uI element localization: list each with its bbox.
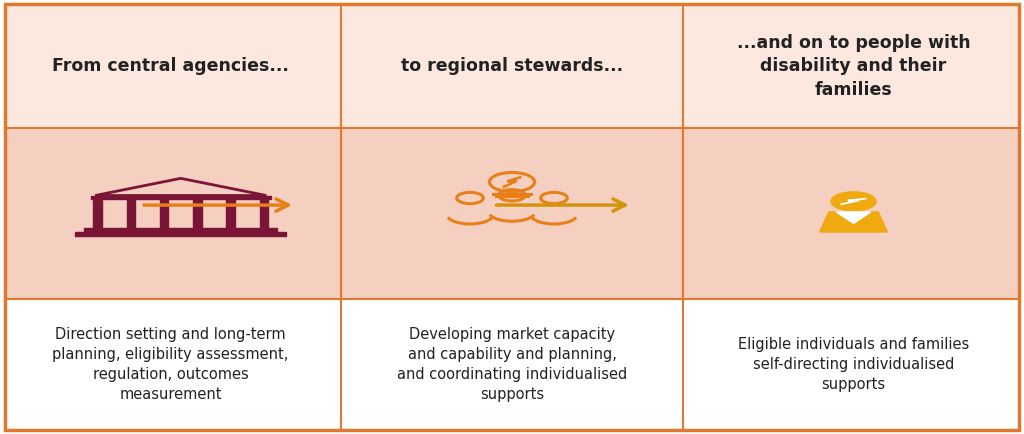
Bar [260, 199, 268, 228]
Circle shape [851, 192, 856, 194]
Bar [84, 228, 278, 232]
Bar [194, 199, 202, 228]
Bar [5, 299, 1019, 430]
Bar [5, 4, 1019, 128]
Text: ...and on to people with
disability and their
families: ...and on to people with disability and … [736, 33, 971, 99]
Bar [160, 199, 168, 228]
Bar [75, 232, 287, 236]
Circle shape [859, 193, 864, 195]
Bar [226, 199, 234, 228]
Circle shape [843, 193, 848, 195]
Polygon shape [819, 212, 887, 232]
Text: to regional stewards...: to regional stewards... [401, 57, 623, 75]
Bar [93, 199, 101, 228]
Bar [91, 195, 270, 199]
Circle shape [831, 192, 877, 211]
Bar [127, 199, 135, 228]
Circle shape [838, 195, 843, 198]
Text: Direction setting and long-term
planning, eligibility assessment,
regulation, ou: Direction setting and long-term planning… [52, 327, 289, 402]
Bar [5, 128, 1019, 299]
Polygon shape [837, 212, 870, 224]
Text: From central agencies...: From central agencies... [52, 57, 289, 75]
Text: Developing market capacity
and capability and planning,
and coordinating individ: Developing market capacity and capabilit… [397, 327, 627, 402]
Text: Eligible individuals and families
self-directing individualised
supports: Eligible individuals and families self-d… [738, 337, 969, 392]
